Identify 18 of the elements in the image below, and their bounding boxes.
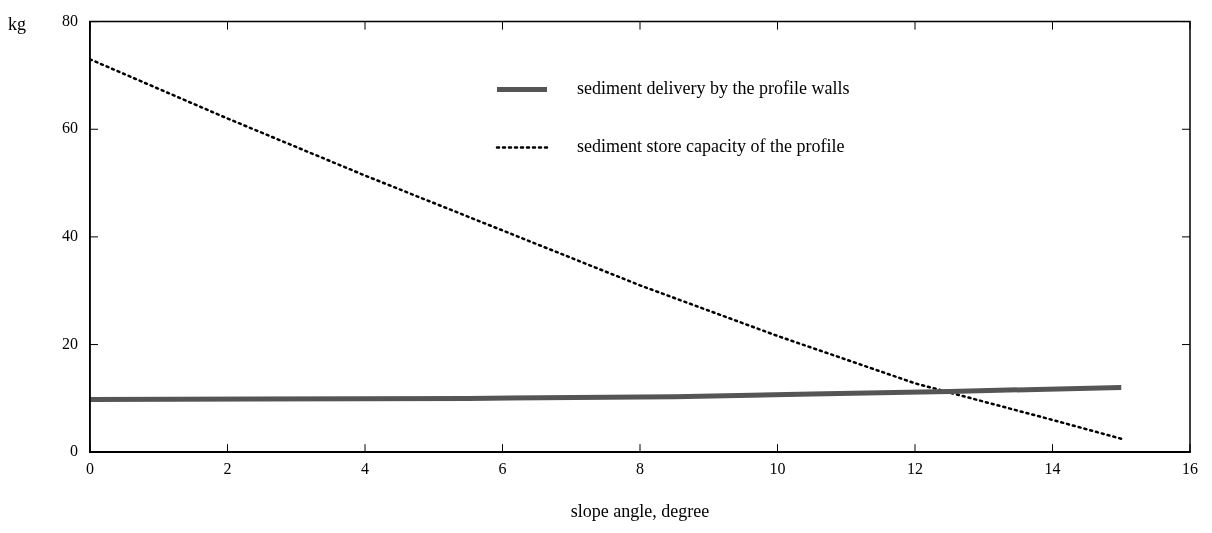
y-tick-label: 20 [62, 334, 78, 352]
x-axis-title: slope angle, degree [570, 500, 710, 521]
x-tick-label: 4 [361, 460, 369, 477]
legend-label: sediment delivery by the profile walls [577, 78, 850, 99]
y-tick-label: 0 [70, 442, 78, 460]
y-tick-label: 40 [62, 227, 78, 245]
x-tick-label: 2 [223, 460, 232, 477]
x-tick-label: 12 [907, 460, 923, 477]
x-tick-label: 14 [1044, 460, 1061, 477]
x-tick-label: 0 [86, 460, 94, 477]
x-tick-label: 16 [1182, 460, 1198, 477]
legend-label: sediment store capacity of the profile [577, 136, 845, 157]
x-tick-label: 8 [636, 460, 644, 477]
y-tick-label: 60 [62, 119, 78, 137]
x-tick-label: 10 [769, 460, 786, 477]
y-tick-label: 80 [62, 11, 78, 29]
y-axis-title: kg [8, 14, 26, 35]
x-tick-label: 6 [498, 460, 507, 477]
